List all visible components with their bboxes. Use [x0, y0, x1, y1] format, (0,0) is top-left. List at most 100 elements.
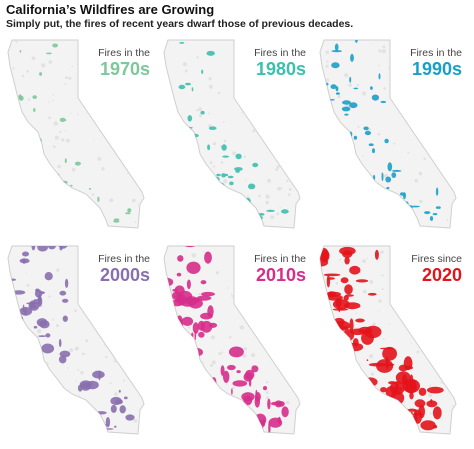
fire-patch [62, 315, 68, 322]
fire-patch [204, 181, 212, 186]
fire-patch [349, 76, 352, 83]
fire-patch [38, 335, 47, 337]
fire-patch [35, 288, 40, 293]
fire-patch [97, 196, 100, 202]
fire-patch [37, 246, 48, 252]
fire-patch [229, 181, 234, 186]
panel-1980s: Fires in the 1980s [160, 32, 312, 238]
fire-patch [332, 299, 350, 310]
fire-patch [88, 188, 92, 190]
fire-patch [248, 378, 252, 387]
fire-patch [320, 248, 329, 262]
fire-patch [52, 43, 58, 48]
fire-patch [330, 319, 334, 325]
fire-patch [59, 290, 67, 296]
fire-patch [19, 306, 33, 316]
fire-patch [58, 246, 69, 249]
fire-patch [44, 272, 53, 281]
california-map [7, 39, 145, 229]
fire-patch [355, 318, 365, 323]
fire-patch [80, 382, 91, 391]
fire-patch [12, 290, 26, 295]
fire-patch [33, 108, 36, 112]
panel-prefix: Fires in the [410, 47, 462, 59]
fire-patch [181, 316, 194, 326]
panel-2000s: Fires in the 2000s [4, 238, 156, 444]
fire-patch [267, 398, 271, 410]
fire-patch [216, 173, 221, 177]
fire-patch [10, 278, 16, 281]
fire-patch [187, 115, 193, 122]
california-map [7, 245, 145, 435]
fire-patch [380, 100, 387, 104]
fire-patch [53, 173, 60, 177]
fire-patch [84, 408, 94, 415]
fire-patch [200, 280, 207, 285]
fire-patch [173, 319, 177, 326]
fire-patch [174, 295, 179, 298]
fire-patch [119, 405, 126, 414]
fire-patch [339, 128, 348, 133]
fire-patch [196, 295, 212, 301]
fire-patch [204, 251, 212, 264]
fire-patch [235, 153, 242, 160]
fire-patch [430, 399, 433, 403]
fire-patch [409, 391, 414, 400]
fire-patch [33, 325, 38, 329]
fire-patch [222, 155, 230, 158]
fire-patch [223, 370, 230, 383]
panel-prefix: Fires in the [98, 47, 150, 59]
fire-patch [386, 186, 390, 190]
fire-patch [368, 143, 374, 146]
fire-patch [407, 408, 417, 412]
fire-patch [366, 359, 369, 362]
fire-patch [38, 293, 42, 305]
fire-patch [366, 175, 370, 181]
fire-patch [208, 126, 217, 130]
fire-patch [59, 117, 66, 122]
fire-patch [270, 401, 280, 406]
fire-patch [380, 387, 387, 393]
fire-patch [118, 389, 121, 393]
fire-patch [281, 209, 289, 214]
fire-patch [251, 365, 259, 373]
fire-patch [186, 261, 201, 274]
fire-patch [340, 277, 349, 284]
fire-patch [349, 102, 358, 109]
fire-patch [187, 343, 195, 355]
fire-patch [113, 219, 120, 223]
fire-patch [176, 272, 182, 277]
fire-patch [22, 304, 25, 313]
panel-label: Fires in the 1980s [254, 48, 306, 78]
fire-patch [350, 328, 366, 336]
fire-patch [110, 404, 117, 413]
fire-patch [62, 298, 69, 303]
fire-patch [64, 158, 67, 164]
fire-patch [178, 84, 186, 90]
fire-patch [221, 173, 226, 178]
panel-label: Fires in the 2010s [254, 254, 306, 284]
fire-patch [363, 126, 369, 131]
fire-patch [384, 138, 389, 144]
fire-patch [316, 72, 320, 80]
panel-prefix: Fires in the [254, 47, 306, 59]
fire-patch [164, 277, 174, 287]
fire-patch [185, 350, 193, 359]
fire-patch [39, 291, 45, 295]
state-outline [319, 245, 457, 435]
panel-label: Fires in the 1970s [98, 48, 150, 78]
fire-patch [353, 135, 358, 140]
fire-patch [255, 389, 258, 397]
fire-patch [227, 364, 236, 371]
fire-patch [367, 292, 377, 296]
fire-patch [391, 172, 397, 179]
fire-patch [186, 279, 191, 290]
fire-patch [432, 406, 442, 420]
fire-patch [435, 187, 439, 196]
fire-patch [336, 144, 340, 152]
fire-patch [177, 255, 184, 262]
fire-patch [201, 35, 206, 38]
fire-patch [263, 386, 267, 391]
fire-patch [370, 86, 373, 90]
fire-patch [404, 365, 413, 370]
